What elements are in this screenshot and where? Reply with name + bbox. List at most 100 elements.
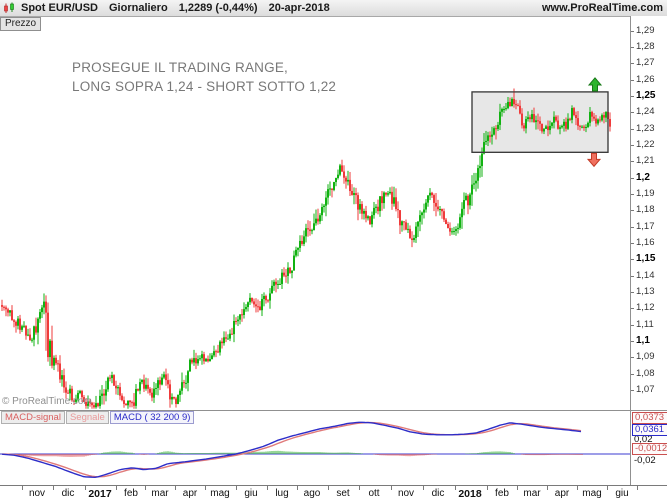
macd-histogram-bar [343,452,345,454]
macd-histogram-bar [577,454,579,455]
macd-histogram-bar [33,454,35,456]
time-x-axis[interactable]: nov dic 2017 feb mar apr mag giu lug ago set ott nov… [0,485,667,500]
candle-body [543,128,545,132]
candle-body [101,393,103,396]
price-y-axis[interactable]: 1,29 1,28 1,27 1,26 1,25 1,24 1,23 1,22 1,21 1,2 1… [630,16,667,410]
candle-body [227,338,229,340]
macd-tab-3[interactable]: MACD ( 32 200 9) [109,411,195,424]
candle-body [341,165,343,172]
candle-body [449,228,451,232]
candle-wick [183,379,185,388]
candle-body [321,207,323,216]
candle-body [327,189,329,198]
macd-histogram-bar [271,451,273,454]
candle-body [329,188,331,190]
macd-histogram-bar [493,451,495,454]
macd-histogram-bar [71,454,73,457]
macd-histogram-bar [27,454,29,456]
candle-body [49,340,51,358]
macd-histogram-bar [359,453,361,454]
candle-wick [517,103,519,106]
x-axis-label: 2018 [458,488,482,500]
candle-body [221,341,223,344]
macd-histogram-bar [377,454,379,456]
candle-body [343,171,345,178]
candle-body [17,318,19,326]
candle-body [471,184,473,195]
candle-body [97,403,99,407]
x-axis-tick [327,486,329,490]
x-axis-label: dic [61,488,75,499]
candle-body [311,230,313,232]
macd-histogram-bar [525,454,527,456]
candle-wick [193,349,195,366]
x-axis-label: giu [244,488,258,499]
candle-body [499,111,501,125]
macd-histogram-bar [313,452,315,454]
macd-histogram-bar [217,452,219,454]
candle-body [445,219,447,224]
trading-range-annotation[interactable]: PROSEGUE IL TRADING RANGE, LONG SOPRA 1,… [72,58,336,96]
candle-wick [603,112,605,124]
candle-body [31,339,33,341]
candle-body [157,380,159,388]
macd-histogram-bar [123,451,125,454]
macd-histogram-bar [185,453,187,454]
macd-histogram-bar [273,450,275,454]
macd-histogram-bar [201,453,203,454]
macd-histogram-bar [379,454,381,456]
candle-body [463,200,465,209]
macd-histogram-bar [23,454,25,456]
candle-body [281,272,283,284]
macd-histogram-bar [195,453,197,454]
y-axis-label: 1,11 [636,318,654,330]
macd-tab-1[interactable]: MACD-signal [1,411,65,424]
candle-body [37,318,39,333]
macd-histogram-bar [419,454,421,456]
macd-histogram-bar [205,453,207,454]
candle-wick [441,208,443,219]
macd-histogram-bar [323,452,325,454]
macd-chart-area[interactable] [0,410,630,485]
macd-histogram-bar [161,451,163,454]
macd-histogram-bar [67,454,69,457]
macd-histogram-bar [523,454,525,455]
macd-histogram-bar [429,454,431,455]
breakdown-down-arrow-icon[interactable] [586,152,602,168]
candle-body [203,354,205,362]
price-chart-area[interactable] [0,16,630,410]
candle-body [589,111,591,123]
candle-body [519,105,521,114]
macd-histogram-bar [485,452,487,454]
macd-histogram-bar [289,451,291,454]
macd-histogram-bar [291,451,293,454]
panel-separator-horizontal[interactable] [0,410,667,411]
candle-body [507,101,509,109]
macd-histogram-bar [337,452,339,454]
candle-wick [505,102,507,111]
macd-histogram-bar [51,454,53,457]
macd-histogram-bar [87,454,89,456]
candle-body [503,108,505,110]
candle-body [495,128,497,130]
macd-line [1,421,582,478]
macd-histogram-bar [163,451,165,454]
macd-histogram-bar [35,454,37,457]
candle-wick [485,130,487,145]
candle-body [147,384,149,389]
x-axis-tick [454,486,456,490]
breakout-up-arrow-icon[interactable] [587,77,603,92]
macd-histogram-bar [391,454,393,456]
macd-histogram-bar [41,454,43,457]
price-panel-tab[interactable]: Prezzo [0,17,42,31]
candle-body [571,108,573,120]
macd-tab-2[interactable]: Segnale [65,411,109,424]
candle-body [443,211,445,220]
macd-histogram-bar [305,452,307,454]
candle-wick [297,247,299,257]
candle-body [161,377,163,385]
macd-histogram-bar [117,451,119,454]
macd-histogram-bar [479,452,481,454]
candle-wick [331,188,333,198]
macd-histogram-bar [209,452,211,454]
